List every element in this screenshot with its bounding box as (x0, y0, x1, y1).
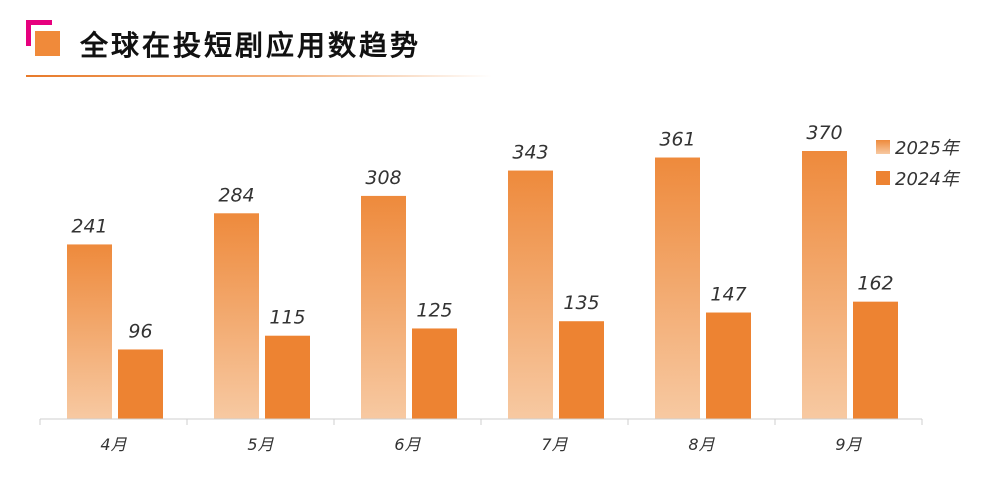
bar-2024年-4月 (118, 349, 163, 419)
bar-2025年-5月 (214, 213, 259, 419)
legend-label-2024年: 2024年 (895, 169, 961, 190)
x-tick-label-4月: 4月 (100, 435, 127, 454)
value-label-2024年-5月: 115 (269, 307, 305, 329)
bar-2024年-7月 (559, 321, 604, 419)
value-label-2025年-7月: 343 (512, 142, 548, 164)
value-label-2025年-8月: 361 (659, 129, 695, 151)
value-label-2025年-4月: 241 (71, 215, 107, 237)
value-labels-layer: 241 96 284 115 308 125 343 135 361 147 370 162 (71, 122, 893, 342)
title-accent-icon (26, 20, 60, 56)
x-axis: 4月 5月 6月 7月 8月 9月 (39, 418, 923, 454)
legend-swatch-2024年 (876, 171, 890, 185)
value-label-2024年-9月: 162 (857, 273, 893, 295)
title-accent-orange-square (35, 31, 60, 56)
bar-2025年-9月 (802, 151, 847, 419)
x-tick-label-8月: 8月 (688, 435, 715, 454)
legend-label-2025年: 2025年 (895, 138, 961, 159)
bar-2024年-6月 (412, 328, 457, 419)
bar-2025年-4月 (67, 244, 112, 419)
bars-layer (67, 151, 898, 419)
legend: 2025年 2024年 (876, 138, 961, 190)
value-label-2024年-8月: 147 (710, 284, 746, 306)
title-underline (26, 75, 492, 77)
x-tick-label-7月: 7月 (541, 435, 568, 454)
x-tick-label-9月: 9月 (835, 435, 862, 454)
bar-2024年-5月 (265, 335, 310, 419)
bar-2024年-9月 (853, 301, 898, 419)
legend-swatch-2025年 (876, 140, 890, 154)
bar-2024年-8月 (706, 312, 751, 419)
title-accent-pink-bar (26, 20, 52, 25)
value-label-2025年-5月: 284 (218, 184, 254, 206)
bar-2025年-6月 (361, 195, 406, 419)
bar-2025年-7月 (508, 170, 553, 419)
x-tick-label-5月: 5月 (247, 435, 274, 454)
page-title: 全球在投短剧应用数趋势 (80, 29, 422, 62)
x-tick-label-6月: 6月 (394, 435, 421, 454)
value-label-2025年-9月: 370 (806, 122, 842, 144)
value-label-2024年-6月: 125 (416, 299, 452, 321)
value-label-2024年-4月: 96 (128, 320, 152, 342)
value-label-2025年-6月: 308 (365, 167, 401, 189)
value-label-2024年-7月: 135 (563, 292, 599, 314)
bar-2025年-8月 (655, 157, 700, 419)
title-accent-pink-side (26, 20, 31, 46)
